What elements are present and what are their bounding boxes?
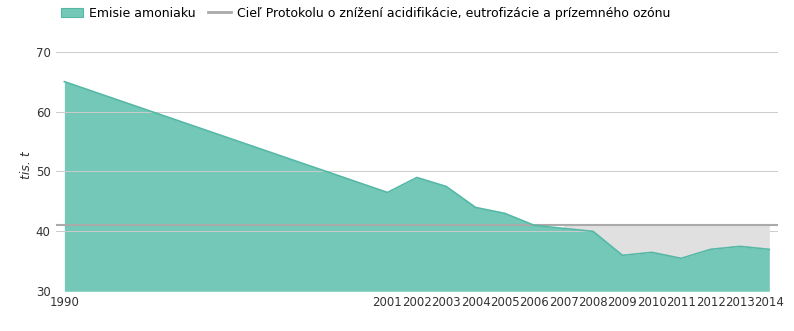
Y-axis label: tis. t: tis. t bbox=[20, 152, 33, 179]
Legend: Emisie amoniaku, Cieľ Protokolu o znížení acidifikácie, eutrofizácie a prízemnéh: Emisie amoniaku, Cieľ Protokolu o znížen… bbox=[56, 2, 676, 25]
